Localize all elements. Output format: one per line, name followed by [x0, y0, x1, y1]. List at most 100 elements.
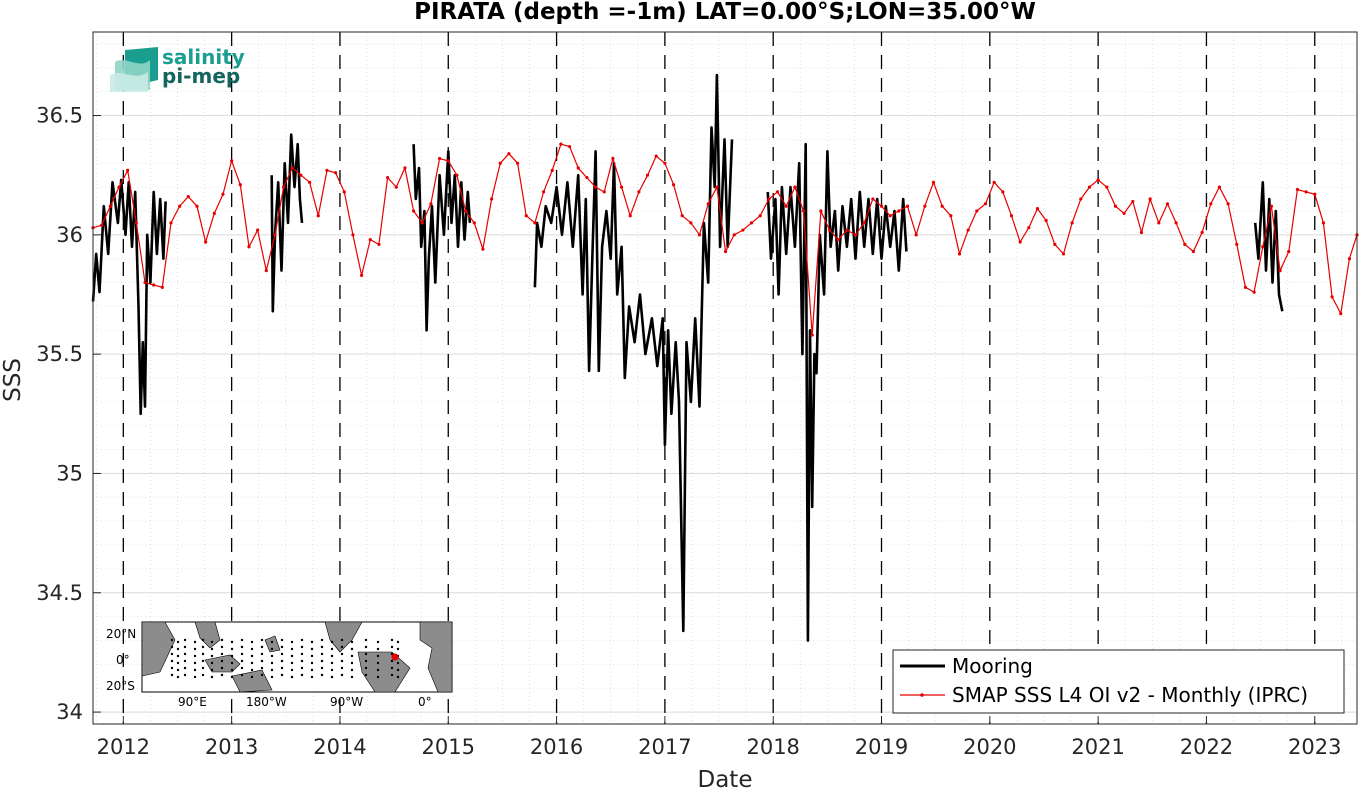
- inset-buoy-dot: [340, 645, 344, 649]
- inset-buoy-dot: [290, 640, 294, 644]
- smap-point: [126, 168, 130, 172]
- inset-buoy-dot: [310, 675, 314, 679]
- smap-point: [957, 252, 962, 256]
- inset-buoy-dot: [220, 666, 224, 670]
- inset-buoy-dot: [320, 673, 324, 677]
- smap-point: [524, 214, 528, 218]
- inset-buoy-dot: [201, 652, 205, 656]
- mooring-line-segment: [270, 133, 304, 313]
- smap-point: [368, 238, 372, 242]
- smap-point: [741, 228, 745, 232]
- inset-buoy-dot: [300, 645, 304, 649]
- axes-box: [92, 31, 1358, 725]
- inset-buoy-dot: [250, 675, 254, 679]
- inset-buoy-dot: [330, 668, 334, 672]
- inset-buoy-dot: [176, 668, 180, 672]
- inset-map-frame: [141, 621, 453, 693]
- smap-point: [706, 202, 710, 206]
- inset-buoy-dot: [290, 647, 294, 651]
- inset-buoy-dot: [350, 661, 354, 665]
- inset-buoy-dot: [310, 647, 314, 651]
- inset-buoy-dot: [176, 647, 180, 651]
- smap-point: [1313, 192, 1317, 196]
- inset-buoy-dot: [230, 654, 234, 658]
- inset-buoy-dot: [270, 661, 274, 665]
- smap-point: [1105, 185, 1109, 189]
- inset-buoy-dot: [376, 661, 380, 665]
- x-tick-label: 2023: [1288, 735, 1341, 759]
- smap-point: [160, 285, 164, 289]
- smap-point: [871, 197, 875, 201]
- inset-buoy-dot: [300, 666, 304, 670]
- legend-swatch-smap-marker: [920, 693, 924, 697]
- inset-buoy-dot: [310, 640, 314, 644]
- inset-buoy-dot: [176, 654, 180, 658]
- smap-point: [914, 233, 918, 237]
- inset-buoy-dot: [240, 659, 244, 663]
- mooring-line-segment: [533, 73, 734, 633]
- smap-point: [1018, 240, 1022, 244]
- inset-buoy-dot: [240, 652, 244, 656]
- inset-buoy-dot: [240, 645, 244, 649]
- smap-point: [420, 221, 424, 225]
- inset-buoy-dot: [364, 666, 368, 670]
- smap-point: [1148, 197, 1152, 201]
- smap-point: [1113, 204, 1118, 208]
- inset-buoy-dot: [170, 638, 174, 642]
- inset-buoy-dot: [320, 652, 324, 656]
- inset-buoy-dot: [330, 640, 334, 644]
- smap-point: [108, 204, 112, 208]
- smap-point: [230, 159, 234, 163]
- inset-buoy-dot: [210, 647, 214, 651]
- smap-point: [169, 221, 173, 225]
- y-axis-label: SSS: [0, 358, 26, 402]
- inset-buoy-dot: [183, 673, 187, 677]
- inset-buoy-dot: [280, 652, 284, 656]
- smap-point: [1278, 269, 1282, 273]
- smap-point: [732, 233, 736, 237]
- smap-point: [472, 221, 476, 225]
- inset-buoy-dot: [201, 659, 205, 663]
- smap-point: [1339, 311, 1343, 316]
- inset-buoy-dot: [210, 654, 214, 658]
- inset-buoy-dot: [310, 661, 314, 665]
- inset-buoy-dot: [270, 647, 274, 651]
- smap-point: [827, 228, 832, 232]
- legend: Mooring SMAP SSS L4 OI v2 - Monthly (IPR…: [892, 649, 1345, 714]
- smap-point: [602, 190, 606, 194]
- smap-point: [1243, 285, 1248, 289]
- smap-point: [611, 156, 615, 161]
- inset-buoy-dot: [170, 645, 174, 649]
- smap-point: [282, 185, 286, 189]
- inset-buoy-dot: [230, 675, 234, 679]
- smap-point: [949, 214, 953, 218]
- smap-point: [186, 195, 190, 199]
- x-tick-label: 2013: [205, 735, 258, 759]
- x-tick-label: 2022: [1180, 735, 1233, 759]
- smap-point: [975, 209, 979, 213]
- inset-buoy-dot: [210, 640, 214, 644]
- inset-lon-label-180w: 180°W: [246, 695, 287, 709]
- mooring-line-segment: [412, 144, 472, 332]
- smap-point: [628, 214, 632, 218]
- inset-lat-label-0: 0°: [116, 653, 130, 667]
- inset-buoy-dot: [364, 645, 368, 649]
- smap-point: [1009, 214, 1014, 218]
- smap-point: [446, 159, 450, 163]
- series-group: [91, 73, 1359, 642]
- x-tick-label: 2018: [746, 735, 799, 759]
- inset-buoy-dot: [250, 661, 254, 665]
- smap-point: [819, 209, 823, 213]
- inset-buoy-dot: [193, 654, 197, 658]
- inset-buoy-dot: [176, 661, 180, 665]
- inset-buoy-dot: [350, 654, 354, 658]
- inset-buoy-dot: [390, 645, 394, 649]
- inset-buoy-dot: [240, 673, 244, 677]
- smap-point: [342, 190, 346, 194]
- inset-buoy-dot: [260, 659, 264, 663]
- inset-buoy-dot: [280, 673, 284, 677]
- smap-point: [386, 175, 390, 180]
- smap-point: [221, 192, 225, 196]
- smap-point: [1139, 230, 1144, 235]
- smap-point: [758, 214, 762, 218]
